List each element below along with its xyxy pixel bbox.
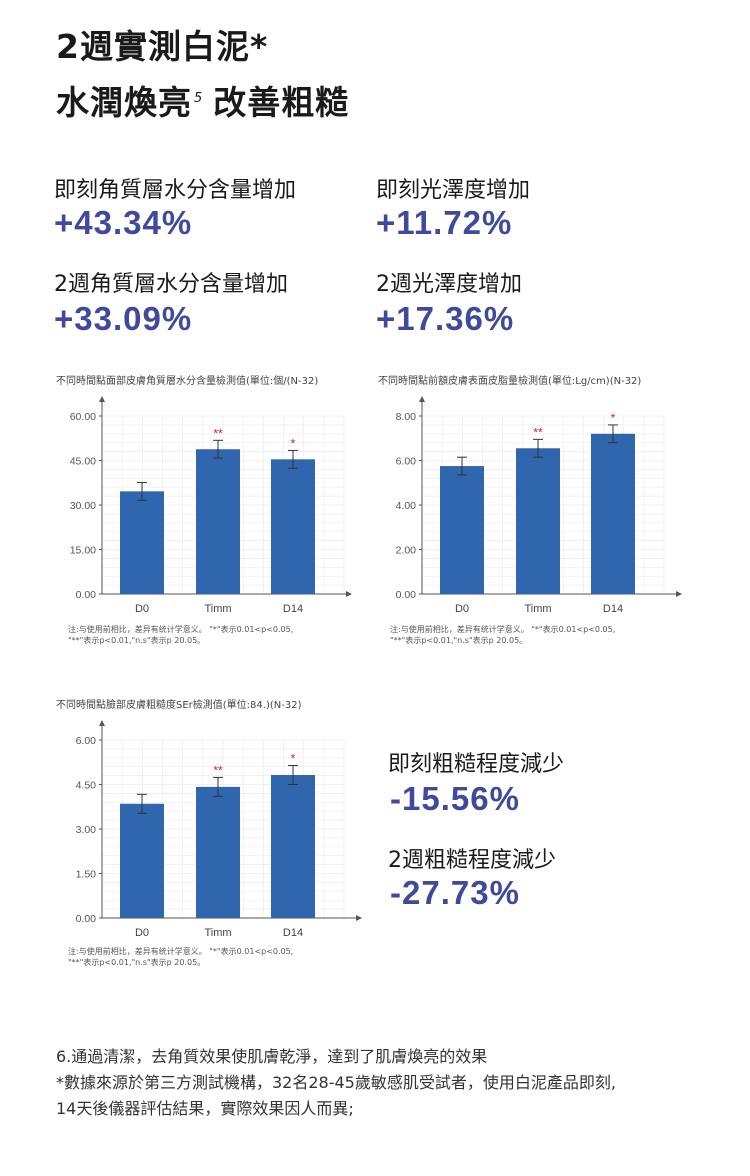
y-axis-arrow <box>99 720 105 726</box>
stat-label-instant-moisture: 即刻角質層水分含量增加 <box>54 178 297 203</box>
headline-line2: 水潤煥亮 5 改善粗糙 <box>56 76 349 124</box>
chart-moisture: 0.00 15.00 30.00 45.00 60.00 D0 ** Timm * D14 <box>70 396 352 615</box>
bar-timm <box>516 448 560 594</box>
chart2-note-line1: 注:与使用前相比，差异有统计学意义。 "*"表示0.01<p<0.05, <box>390 625 616 634</box>
footnote-line3: 14天後儀器評估結果，實際效果因人而異; <box>56 1099 354 1118</box>
chart2-title: 不同時間點前額皮膚表面皮脂量檢測值(單位:Lg/cm)(N-32) <box>378 376 642 387</box>
significance-mark: ** <box>213 763 223 777</box>
y-tick-label: 0.00 <box>76 913 97 925</box>
footnote: 6.通過清潔，去角質效果使肌膚乾淨，達到了肌膚煥亮的效果 *數據來源於第三方測試… <box>56 1044 616 1122</box>
chart1-title: 不同時間點面部皮膚角質層水分含量檢測值(單位:個/(N-32) <box>56 376 319 387</box>
stat-label-instant-gloss: 即刻光澤度增加 <box>376 178 531 203</box>
x-tick-label: Timm <box>204 927 231 939</box>
bar-d0 <box>440 466 484 594</box>
significance-mark: ** <box>533 425 543 439</box>
bar-d14 <box>591 433 635 594</box>
chart1-note-line1: 注:与使用前相比，差异有统计学意义。 "*"表示0.01<p<0.05, <box>68 625 294 634</box>
x-axis-arrow <box>346 591 352 597</box>
y-tick-label: 4.50 <box>76 780 97 792</box>
y-tick-label: 1.50 <box>76 869 97 881</box>
x-tick-label: D0 <box>135 927 149 939</box>
y-tick-label: 60.00 <box>70 411 96 423</box>
y-tick-label: 2.00 <box>396 545 417 557</box>
y-tick-label: 6.00 <box>396 456 417 468</box>
x-tick-label: Timm <box>204 603 231 615</box>
stat-value-instant-gloss: +11.72% <box>376 204 513 241</box>
chart3-note-line2: "**"表示p<0.01,"n.s"表示p 20.05。 <box>68 958 206 967</box>
y-tick-label: 0.00 <box>76 589 97 601</box>
stat-value-week2-roughness: -27.73% <box>390 874 520 911</box>
x-tick-label: D14 <box>603 603 623 615</box>
stat-label-week2-gloss: 2週光澤度增加 <box>376 272 522 297</box>
y-tick-label: 8.00 <box>396 411 417 423</box>
stat-value-week2-gloss: +17.36% <box>376 300 515 337</box>
stat-value-instant-moisture: +43.34% <box>54 204 193 241</box>
footnote-line2: *數據來源於第三方測試機構，32名28-45歲敏感肌受試者，使用白泥產品即刻, <box>56 1073 616 1092</box>
y-tick-label: 0.00 <box>396 589 417 601</box>
x-tick-label: D14 <box>283 603 303 615</box>
stat-label-instant-roughness: 即刻粗糙程度減少 <box>388 752 565 777</box>
chart3-title: 不同時間點臉部皮膚粗糙度SEr檢測值(單位:84.)(N-32) <box>56 700 302 711</box>
y-tick-label: 30.00 <box>70 500 96 512</box>
footnote-line1: 6.通過清潔，去角質效果使肌膚乾淨，達到了肌膚煥亮的效果 <box>56 1047 488 1066</box>
x-axis-arrow <box>356 915 362 921</box>
headline-line1: 2週實測白泥* <box>56 27 269 66</box>
bar-timm <box>196 786 240 918</box>
significance-mark: * <box>291 752 296 766</box>
headline-line2-part1: 水潤煥亮 <box>56 83 192 122</box>
significance-mark: * <box>291 436 296 450</box>
x-tick-label: Timm <box>524 603 551 615</box>
y-tick-label: 15.00 <box>70 545 96 557</box>
chart1-note-line2: "**"表示p<0.01,"n.s"表示p 20.05。 <box>68 636 206 645</box>
x-tick-label: D0 <box>135 603 149 615</box>
chart-gloss: 0.00 2.00 4.00 6.00 8.00 D0 ** Timm * D14 <box>396 396 682 615</box>
bar-d0 <box>120 803 164 918</box>
y-tick-label: 4.00 <box>396 500 417 512</box>
x-tick-label: D0 <box>455 603 469 615</box>
stat-label-week2-roughness: 2週粗糙程度減少 <box>388 848 556 873</box>
chart2-note: 注:与使用前相比，差异有统计学意义。 "*"表示0.01<p<0.05, "**… <box>390 624 615 646</box>
x-tick-label: D14 <box>283 927 303 939</box>
significance-mark: * <box>611 411 616 425</box>
y-tick-label: 45.00 <box>70 456 96 468</box>
x-axis-arrow <box>676 591 682 597</box>
chart2-note-line2: "**"表示p<0.01,"n.s"表示p 20.05。 <box>390 636 528 645</box>
bar-d14 <box>271 775 315 918</box>
y-tick-label: 3.00 <box>76 824 97 836</box>
chart3-note: 注:与使用前相比，差异有统计学意义。 "*"表示0.01<p<0.05, "**… <box>68 946 293 968</box>
y-axis-arrow <box>419 396 425 402</box>
headline-superscript: 5 <box>194 91 204 106</box>
stat-label-week2-moisture: 2週角質層水分含量增加 <box>54 272 288 297</box>
chart1-note: 注:与使用前相比，差异有统计学意义。 "*"表示0.01<p<0.05, "**… <box>68 624 293 646</box>
y-tick-label: 6.00 <box>76 735 97 747</box>
bar-timm <box>196 449 240 594</box>
chart3-note-line1: 注:与使用前相比，差异有统计学意义。 "*"表示0.01<p<0.05, <box>68 947 294 956</box>
bar-d14 <box>271 459 315 594</box>
significance-mark: ** <box>213 426 223 440</box>
chart-roughness: 0.00 1.50 3.00 4.50 6.00 D0 ** Timm * D14 <box>76 720 362 939</box>
bar-d0 <box>120 491 164 594</box>
stat-value-instant-roughness: -15.56% <box>390 780 520 817</box>
headline-line2-part2: 改善粗糙 <box>213 83 350 122</box>
stat-value-week2-moisture: +33.09% <box>54 300 193 337</box>
y-axis-arrow <box>99 396 105 402</box>
